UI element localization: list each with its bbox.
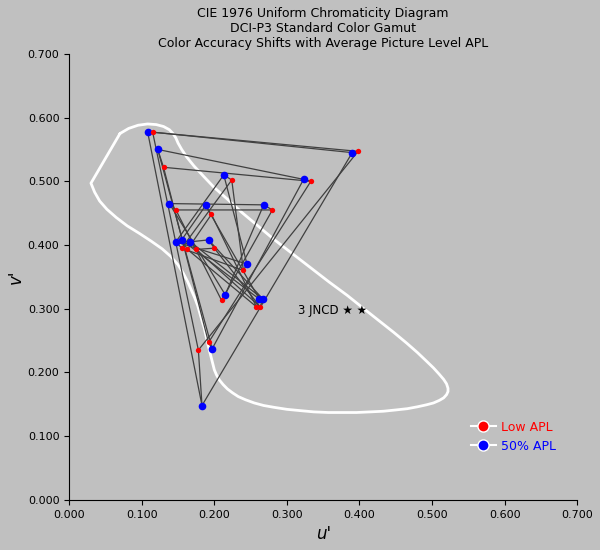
X-axis label: u': u' (316, 525, 331, 543)
Text: 3 JNCD ★ ★: 3 JNCD ★ ★ (298, 304, 367, 317)
Y-axis label: v': v' (7, 270, 25, 284)
Legend: Low APL, 50% APL: Low APL, 50% APL (466, 416, 561, 458)
Title: CIE 1976 Uniform Chromaticity Diagram
DCI-P3 Standard Color Gamut
Color Accuracy: CIE 1976 Uniform Chromaticity Diagram DC… (158, 7, 488, 50)
